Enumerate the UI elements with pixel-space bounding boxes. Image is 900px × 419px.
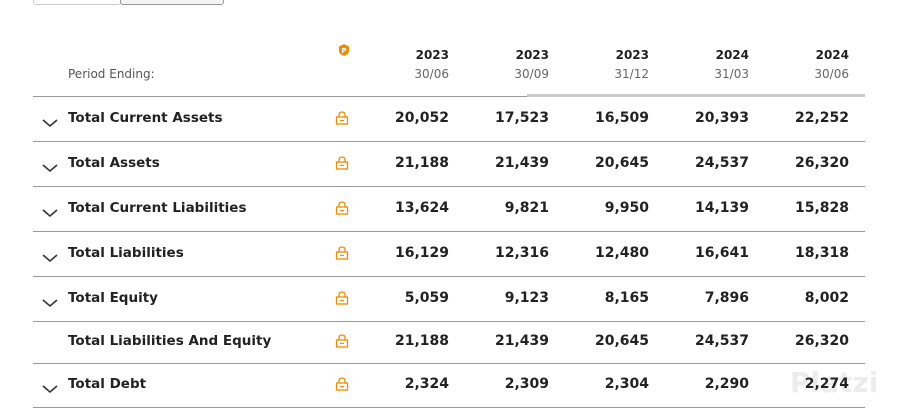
cell-value: 26,320 xyxy=(794,155,849,171)
row-rule xyxy=(33,363,865,364)
cell-value: 20,393 xyxy=(694,110,749,126)
lock-icon[interactable] xyxy=(334,155,350,171)
cell-value: 5,059 xyxy=(404,290,449,306)
tab[interactable] xyxy=(120,0,224,5)
lock-icon[interactable] xyxy=(334,110,350,126)
cell-value: 17,523 xyxy=(494,110,549,126)
lock-icon[interactable] xyxy=(334,333,350,349)
expand-chevron[interactable] xyxy=(42,158,58,173)
cell-value: 2,309 xyxy=(504,376,549,392)
cell-value: 8,165 xyxy=(604,290,649,306)
column-year: 2023 xyxy=(415,48,449,62)
column-year: 2023 xyxy=(515,48,549,62)
row-rule xyxy=(33,186,865,187)
cell-value: 15,828 xyxy=(794,200,849,216)
cell-value: 2,290 xyxy=(704,376,749,392)
column-date: 30/09 xyxy=(514,67,549,81)
cell-value: 9,123 xyxy=(504,290,549,306)
row-rule xyxy=(33,407,865,408)
cell-value: 8,002 xyxy=(804,290,849,306)
cell-value: 20,052 xyxy=(394,110,449,126)
svg-text:P: P xyxy=(341,47,346,55)
cell-value: 24,537 xyxy=(694,333,749,349)
cell-value: 16,509 xyxy=(594,110,649,126)
row-rule xyxy=(33,276,865,277)
expand-chevron[interactable] xyxy=(42,113,58,128)
header-rule xyxy=(33,96,865,97)
cell-value: 21,188 xyxy=(394,155,449,171)
column-year: 2023 xyxy=(615,48,649,62)
cell-value: 18,318 xyxy=(794,245,849,261)
cell-value: 2,274 xyxy=(804,376,849,392)
row-label: Total Debt xyxy=(68,376,147,392)
lock-icon[interactable] xyxy=(334,290,350,306)
cell-value: 22,252 xyxy=(794,110,849,126)
expand-chevron[interactable] xyxy=(42,293,58,308)
lock-icon[interactable] xyxy=(334,376,350,392)
cell-value: 24,537 xyxy=(694,155,749,171)
tab[interactable] xyxy=(33,0,121,5)
row-label: Total Assets xyxy=(68,155,160,171)
cell-value: 2,324 xyxy=(404,376,449,392)
expand-chevron[interactable] xyxy=(42,379,58,394)
watermark: Platzi xyxy=(790,366,879,399)
cell-value: 12,480 xyxy=(594,245,649,261)
row-rule xyxy=(33,321,865,322)
cell-value: 14,139 xyxy=(694,200,749,216)
scrollbar[interactable] xyxy=(527,94,865,97)
cell-value: 20,645 xyxy=(594,333,649,349)
column-year: 2024 xyxy=(815,48,849,62)
cell-value: 9,950 xyxy=(604,200,649,216)
cell-value: 21,188 xyxy=(394,333,449,349)
row-label: Total Liabilities xyxy=(68,245,184,261)
expand-chevron[interactable] xyxy=(42,203,58,218)
lock-icon[interactable] xyxy=(334,200,350,216)
row-label: Total Equity xyxy=(68,290,158,306)
row-rule xyxy=(33,231,865,232)
period-label: Period Ending: xyxy=(68,67,155,81)
column-date: 30/06 xyxy=(814,67,849,81)
cell-value: 21,439 xyxy=(494,155,549,171)
cell-value: 12,316 xyxy=(494,245,549,261)
lock-icon[interactable] xyxy=(334,245,350,261)
cell-value: 26,320 xyxy=(794,333,849,349)
cell-value: 16,129 xyxy=(394,245,449,261)
cell-value: 20,645 xyxy=(594,155,649,171)
column-year: 2024 xyxy=(715,48,749,62)
row-label: Total Current Liabilities xyxy=(68,200,247,216)
cell-value: 9,821 xyxy=(504,200,549,216)
row-rule xyxy=(33,141,865,142)
column-date: 31/12 xyxy=(614,67,649,81)
cell-value: 16,641 xyxy=(694,245,749,261)
cell-value: 21,439 xyxy=(494,333,549,349)
cell-value: 7,896 xyxy=(704,290,749,306)
cell-value: 2,304 xyxy=(604,376,649,392)
column-date: 31/03 xyxy=(714,67,749,81)
pro-icon: P xyxy=(339,44,349,56)
column-date: 30/06 xyxy=(414,67,449,81)
row-label: Total Current Assets xyxy=(68,110,223,126)
expand-chevron[interactable] xyxy=(42,248,58,263)
row-label: Total Liabilities And Equity xyxy=(68,333,272,349)
cell-value: 13,624 xyxy=(394,200,449,216)
